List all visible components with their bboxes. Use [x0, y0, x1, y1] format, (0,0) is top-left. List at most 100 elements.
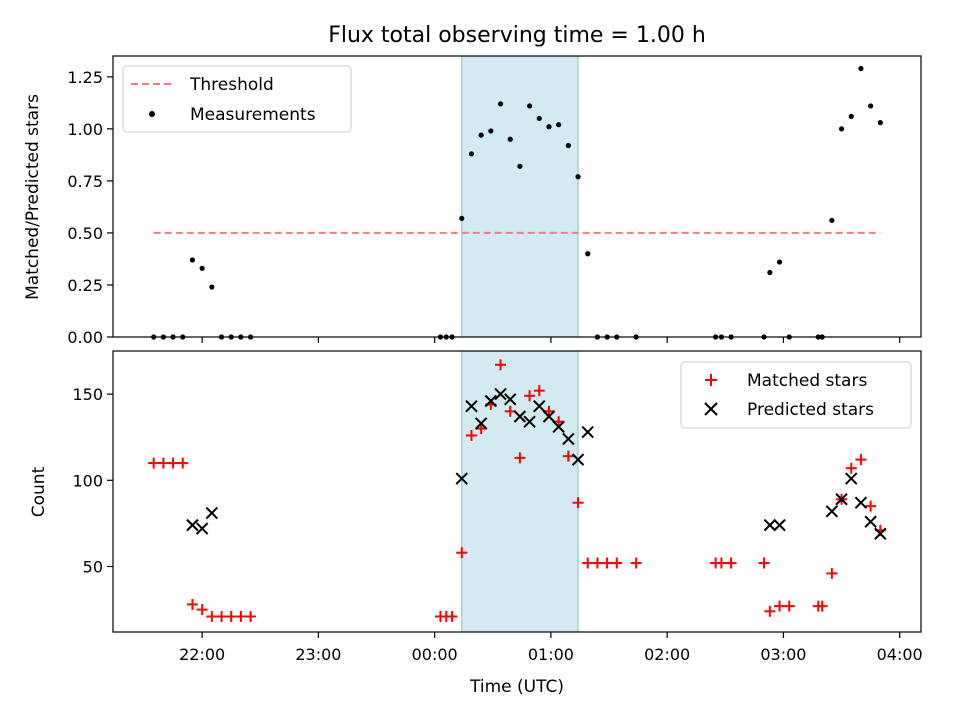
- ratio-panel: 0.00 0.25 0.50 0.75 1.00 1.25 Matched/Predict…: [23, 55, 922, 347]
- measurement-point: [478, 132, 484, 138]
- measurement-point: [877, 120, 883, 126]
- matched-star-point: [783, 600, 795, 612]
- measurement-point: [468, 151, 475, 157]
- matched-star-point: [177, 457, 189, 469]
- predicted-star-point: [835, 493, 848, 506]
- x-tick-label: 03:00: [760, 645, 806, 664]
- matched-star-point: [758, 557, 770, 569]
- x-axis-label: Time (UTC): [469, 677, 564, 697]
- predicted-star-point: [205, 506, 219, 520]
- matched-star-point: [524, 390, 536, 402]
- measurement-point: [546, 124, 552, 130]
- predicted-star-point: [581, 425, 594, 439]
- x-tick-label: 02:00: [644, 645, 690, 664]
- measurement-point: [565, 142, 571, 149]
- predicted-star-point: [484, 394, 498, 408]
- matched-star-point: [446, 610, 458, 622]
- matched-star-point: [630, 557, 642, 569]
- predicted-star-point: [494, 387, 507, 401]
- y-tick-label: 50: [83, 557, 103, 576]
- matched-star-point: [514, 452, 526, 464]
- matched-star-point: [725, 557, 737, 569]
- measurement-point: [829, 217, 835, 224]
- matched-star-point: [553, 416, 565, 428]
- measurement-point: [556, 122, 562, 128]
- matched-star-point: [562, 450, 574, 462]
- matched-star-point: [465, 429, 477, 441]
- measurement-point: [848, 113, 854, 119]
- matched-star-point: [475, 423, 487, 435]
- matched-star-point: [865, 500, 877, 512]
- y-tick-label: 100: [72, 471, 103, 490]
- matched-star-point: [855, 454, 867, 466]
- predicted-star-point: [763, 518, 777, 532]
- count-panel-frame: [112, 350, 922, 633]
- y-tick-label: 1.00: [67, 120, 103, 139]
- predicted-star-point: [542, 410, 556, 423]
- legend-threshold-label: Threshold: [189, 75, 274, 95]
- matched-star-point: [533, 385, 545, 397]
- ratio-panel-frame: [112, 55, 922, 338]
- predicted-star-point: [845, 472, 858, 485]
- predicted-star-point: [533, 399, 546, 413]
- matched-star-point: [816, 600, 828, 612]
- measurement-point: [517, 163, 523, 169]
- y-tick-label: 0.00: [67, 328, 103, 347]
- predicted-star-point: [455, 472, 468, 485]
- x-tick-label: 00:00: [412, 645, 458, 664]
- matched-star-point: [245, 610, 257, 622]
- x-tick-label: 23:00: [295, 645, 341, 664]
- measurement-point: [507, 136, 513, 142]
- legend-matched-label: Matched stars: [747, 371, 867, 391]
- matched-star-point: [206, 610, 218, 622]
- legend-matched-swatch: [705, 374, 717, 386]
- matched-star-point: [715, 557, 727, 569]
- legend-predicted-swatch: [704, 402, 718, 416]
- matched-star-point: [157, 457, 169, 469]
- measurement-point: [536, 115, 542, 122]
- matched-star-point: [826, 567, 838, 579]
- predicted-star-point: [864, 515, 877, 528]
- measurement-point: [526, 103, 533, 109]
- matched-star-point: [611, 557, 623, 569]
- x-tick-label: 01:00: [528, 645, 574, 664]
- chart-title: Flux total observing time = 1.00 h: [328, 23, 706, 48]
- measurement-point: [199, 265, 205, 271]
- ratio-legend: Threshold Measurements: [122, 65, 352, 133]
- matched-star-point: [582, 557, 594, 569]
- matched-star-point: [235, 610, 247, 622]
- matched-star-point: [167, 457, 179, 469]
- matched-star-point: [495, 359, 507, 371]
- predicted-star-point: [523, 415, 536, 428]
- measurement-point: [868, 103, 874, 109]
- predicted-star-point: [825, 505, 839, 518]
- predicted-star-point: [854, 496, 868, 509]
- matched-star-point: [186, 598, 198, 610]
- x-tick-label: 22:00: [179, 645, 225, 664]
- measurement-point: [488, 128, 494, 134]
- predicted-star-point: [773, 518, 786, 532]
- measurement-point: [838, 126, 845, 132]
- matched-star-point: [591, 557, 603, 569]
- y-tick-label: 150: [72, 385, 103, 404]
- measurement-point: [497, 101, 504, 107]
- measurement-point: [776, 259, 783, 265]
- matched-star-point: [225, 610, 237, 622]
- measurement-point: [767, 269, 773, 276]
- matched-star-point: [774, 600, 786, 612]
- matched-star-point: [148, 457, 160, 469]
- y-tick-label: 0.75: [67, 172, 103, 191]
- measurement-point: [189, 257, 196, 263]
- matched-star-point: [196, 604, 208, 616]
- measurement-point: [459, 215, 465, 221]
- y-tick-label: 0.25: [67, 276, 103, 295]
- matched-star-point: [764, 605, 776, 617]
- predicted-star-point: [874, 527, 887, 540]
- ratio-observing-window: [461, 55, 579, 338]
- predicted-star-point: [186, 518, 199, 532]
- matched-star-point: [543, 405, 555, 417]
- predicted-star-point: [513, 410, 527, 423]
- predicted-star-point: [571, 453, 585, 466]
- matched-star-point: [456, 547, 468, 559]
